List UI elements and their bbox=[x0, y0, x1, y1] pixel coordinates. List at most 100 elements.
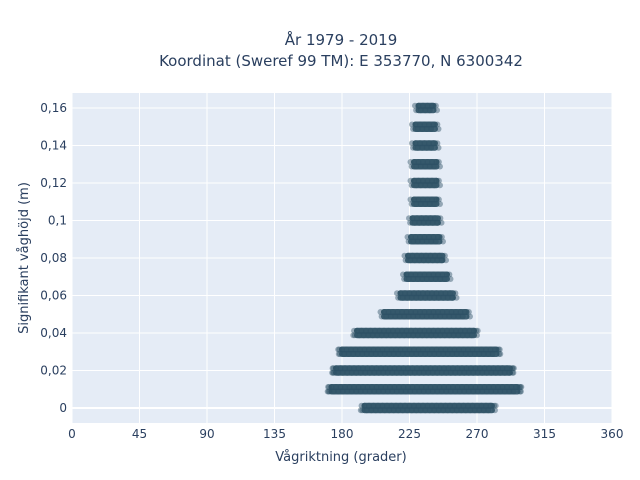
scatter-point bbox=[350, 332, 357, 339]
scatter-point bbox=[402, 257, 409, 264]
scatter-point bbox=[471, 327, 477, 334]
point-band bbox=[407, 196, 443, 207]
scatter-point bbox=[509, 365, 516, 372]
scatter-point bbox=[335, 346, 342, 353]
scatter-point bbox=[404, 234, 411, 241]
scatter-point bbox=[409, 121, 416, 128]
point-band bbox=[401, 252, 449, 264]
scatter-point bbox=[439, 238, 446, 245]
scatter-point bbox=[401, 275, 408, 282]
scatter-point bbox=[509, 365, 516, 372]
scatter-point bbox=[401, 252, 408, 259]
scatter-point bbox=[378, 313, 385, 320]
scatter-point bbox=[330, 369, 337, 376]
scatter-point bbox=[433, 177, 440, 184]
scatter-point bbox=[357, 407, 364, 414]
scatter-point bbox=[377, 309, 384, 316]
scatter-point bbox=[430, 140, 437, 147]
x-tick-label: 90 bbox=[199, 427, 214, 441]
scatter-point bbox=[495, 346, 502, 353]
y-tick-label: 0,14 bbox=[40, 139, 67, 153]
y-tick-label: 0,02 bbox=[40, 364, 67, 378]
scatter-point bbox=[487, 402, 494, 409]
x-tick-label: 135 bbox=[263, 427, 286, 441]
scatter-point bbox=[436, 200, 443, 207]
scatter-point bbox=[465, 309, 472, 316]
scatter-point bbox=[408, 163, 415, 170]
scatter-point bbox=[438, 257, 445, 264]
point-band bbox=[350, 327, 481, 339]
scatter-point bbox=[473, 327, 480, 334]
scatter-point bbox=[436, 163, 443, 170]
scatter-point bbox=[430, 121, 437, 128]
scatter-point bbox=[413, 107, 420, 114]
scatter-point bbox=[409, 140, 416, 147]
point-band bbox=[377, 309, 473, 320]
scatter-point bbox=[513, 384, 519, 391]
scatter-point bbox=[429, 102, 435, 109]
scatter-points bbox=[324, 102, 525, 414]
scatter-point bbox=[325, 384, 332, 391]
y-tick-label: 0,08 bbox=[40, 251, 67, 265]
scatter-point bbox=[336, 346, 343, 353]
scatter-point bbox=[407, 196, 414, 203]
scatter-point bbox=[358, 402, 365, 409]
scatter-point bbox=[435, 159, 442, 166]
scatter-point bbox=[434, 140, 441, 147]
scatter-point bbox=[449, 294, 456, 301]
scatter-point bbox=[408, 200, 415, 207]
scatter-point bbox=[473, 332, 480, 339]
scatter-point bbox=[452, 290, 459, 297]
scatter-point bbox=[410, 125, 417, 132]
point-band bbox=[404, 234, 446, 245]
scatter-point bbox=[516, 384, 523, 391]
scatter-point bbox=[506, 369, 513, 376]
scatter-point bbox=[405, 238, 412, 245]
scatter-point bbox=[434, 121, 441, 128]
scatter-point bbox=[453, 294, 460, 301]
chart-title-line1: År 1979 - 2019 bbox=[285, 30, 398, 49]
y-tick-label: 0,06 bbox=[40, 289, 67, 303]
scatter-point bbox=[497, 350, 504, 357]
scatter-point bbox=[438, 219, 445, 226]
scatter-point bbox=[438, 234, 445, 241]
scatter-point bbox=[394, 290, 401, 297]
point-band bbox=[412, 102, 440, 114]
x-tick-label: 315 bbox=[533, 427, 556, 441]
point-band bbox=[406, 215, 445, 226]
scatter-point bbox=[329, 369, 336, 376]
scatter-point bbox=[407, 159, 414, 166]
scatter-point bbox=[407, 219, 414, 226]
x-tick-label: 45 bbox=[132, 427, 147, 441]
scatter-point bbox=[435, 196, 442, 203]
scatter-point bbox=[496, 350, 503, 357]
y-axis-title: Signifikant våghöjd (m) bbox=[17, 182, 32, 334]
scatter-point bbox=[351, 327, 358, 334]
scatter-point bbox=[435, 125, 442, 132]
scatter-point bbox=[407, 177, 414, 184]
scatter-point bbox=[510, 365, 517, 372]
scatter-point bbox=[517, 388, 524, 395]
point-band bbox=[394, 290, 460, 301]
scatter-point bbox=[509, 369, 516, 376]
x-tick-label: 270 bbox=[466, 427, 489, 441]
scatter-point bbox=[492, 346, 498, 353]
scatter-point bbox=[518, 384, 525, 391]
scatter-point bbox=[462, 309, 468, 316]
scatter-point bbox=[491, 407, 498, 414]
point-band bbox=[329, 365, 517, 376]
x-tick-label: 360 bbox=[601, 427, 624, 441]
scatter-point bbox=[336, 350, 343, 357]
scatter-point bbox=[491, 402, 498, 409]
scatter-point bbox=[436, 182, 443, 189]
x-axis-title: Vågriktning (grader) bbox=[275, 450, 406, 465]
scatter-point bbox=[433, 196, 440, 203]
point-band bbox=[400, 271, 454, 282]
x-tick-label: 225 bbox=[398, 427, 421, 441]
scatter-point bbox=[406, 215, 413, 222]
point-band bbox=[409, 121, 442, 132]
scatter-point bbox=[326, 388, 333, 395]
scatter-point bbox=[444, 271, 450, 278]
scatter-point bbox=[447, 275, 454, 282]
